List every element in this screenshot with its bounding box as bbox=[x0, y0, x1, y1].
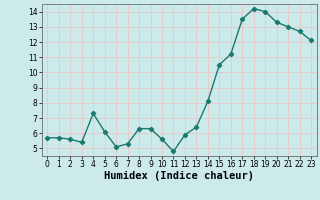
X-axis label: Humidex (Indice chaleur): Humidex (Indice chaleur) bbox=[104, 171, 254, 181]
